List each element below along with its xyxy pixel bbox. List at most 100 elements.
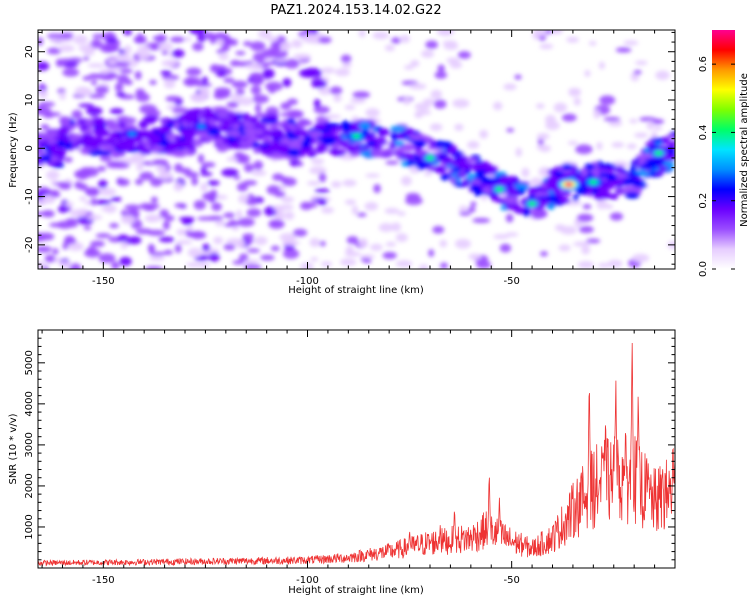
- heatmap-cell: [318, 36, 332, 44]
- heatmap-cell: [538, 187, 549, 193]
- heatmap-cell: [581, 245, 591, 255]
- heatmap-cell: [84, 248, 101, 258]
- heatmap-peak: [564, 182, 573, 187]
- heatmap-cell: [539, 43, 554, 50]
- heatmap-cell: [655, 70, 670, 81]
- heatmap-cell: [162, 74, 180, 81]
- heatmap-cell: [550, 30, 563, 35]
- heatmap-cell: [324, 114, 342, 119]
- heatmap-cell: [119, 68, 133, 74]
- heatmap-cell: [46, 47, 62, 55]
- heatmap-cell: [475, 190, 484, 196]
- heatmap-cell: [258, 30, 272, 39]
- heatmap-cell: [228, 113, 239, 119]
- heatmap-cell: [576, 186, 588, 195]
- heatmap-cell: [272, 44, 283, 49]
- heatmap-cell: [370, 243, 383, 251]
- heatmap-cell: [636, 153, 651, 160]
- heatmap-cell: [159, 209, 170, 219]
- heatmap-cell: [254, 236, 268, 246]
- heatmap-cell: [438, 30, 453, 34]
- heatmap-peak: [127, 131, 136, 137]
- heatmap-cell: [639, 171, 651, 177]
- heatmap-cell: [313, 69, 323, 77]
- heatmap-cell: [120, 214, 136, 225]
- heatmap-cell: [87, 63, 105, 68]
- heatmap-cell: [546, 175, 560, 182]
- heatmap-cell: [111, 261, 120, 269]
- snr-ticks: -150 -100 -50 1000 2000 3000 4000 5000: [24, 329, 676, 586]
- heatmap-cell: [330, 180, 342, 188]
- heatmap-cell: [201, 161, 216, 168]
- heatmap-cell: [313, 98, 321, 108]
- heatmap-cell: [472, 217, 491, 224]
- heatmap-cell: [430, 89, 443, 100]
- heatmap-cell: [467, 140, 480, 149]
- heatmap-cell: [161, 59, 178, 67]
- spectrogram-frame: [37, 29, 676, 270]
- heatmap-cell: [184, 36, 192, 42]
- heatmap-cell: [364, 201, 379, 211]
- heatmap-cell: [306, 180, 321, 186]
- heatmap-cell: [231, 225, 239, 231]
- heatmap-cell: [340, 54, 352, 63]
- heatmap-cell: [78, 87, 93, 96]
- heatmap-cell: [378, 129, 390, 136]
- heatmap-cell: [412, 139, 427, 148]
- heatmap-cell: [124, 44, 132, 55]
- heatmap-cell: [67, 243, 84, 251]
- heatmap-cell: [115, 92, 126, 97]
- heatmap-cell: [59, 32, 74, 40]
- heatmap-cell: [187, 247, 203, 258]
- heatmap-cell: [535, 103, 545, 109]
- heatmap-cell: [503, 198, 520, 204]
- heatmap-cell: [138, 120, 149, 129]
- heatmap-cell: [661, 136, 670, 145]
- heatmap-cell: [78, 103, 95, 108]
- heatmap-cell: [189, 231, 207, 240]
- heatmap-cell: [73, 34, 88, 45]
- heatmap-cell: [119, 144, 136, 151]
- heatmap-cell: [271, 133, 287, 139]
- heatmap-cell: [366, 140, 377, 147]
- heatmap-cell: [245, 198, 258, 206]
- heatmap-cell: [405, 196, 423, 206]
- heatmap-cell: [222, 119, 238, 125]
- heatmap-cell: [51, 149, 66, 158]
- heatmap-cell: [52, 248, 59, 255]
- heatmap-cell: [59, 261, 72, 269]
- heatmap-cell: [384, 44, 396, 52]
- heatmap-cell: [459, 156, 468, 165]
- heatmap-cell: [287, 98, 298, 106]
- heatmap-cell: [254, 129, 264, 135]
- heatmap-cell: [309, 166, 327, 175]
- heatmap-cell: [605, 203, 614, 210]
- heatmap-cell: [105, 37, 118, 44]
- heatmap-cell: [242, 233, 255, 239]
- heatmap-cell: [200, 182, 208, 192]
- heatmap-cell: [181, 143, 196, 149]
- heatmap-cell: [474, 169, 487, 175]
- heatmap-cell: [250, 85, 262, 95]
- heatmap-cell: [479, 129, 489, 139]
- heatmap-cell: [438, 165, 447, 174]
- heatmap-cell: [653, 125, 663, 131]
- heatmap-cell: [88, 93, 106, 99]
- heatmap-cell: [243, 259, 260, 265]
- y-tick-label: -20: [24, 237, 35, 253]
- heatmap-cell: [226, 156, 238, 162]
- heatmap-cell: [185, 67, 202, 77]
- heatmap-cell: [283, 240, 301, 246]
- heatmap-cell: [165, 95, 181, 102]
- heatmap-cell: [215, 38, 224, 46]
- heatmap-cell: [149, 79, 157, 85]
- heatmap-cell: [599, 95, 616, 106]
- heatmap-cell: [454, 238, 471, 249]
- heatmap-cell: [455, 172, 467, 178]
- heatmap-cell: [372, 31, 390, 40]
- heatmap-cell: [399, 34, 411, 44]
- heatmap-cell: [97, 165, 106, 172]
- heatmap-cell: [195, 82, 213, 88]
- heatmap-cell: [451, 167, 462, 173]
